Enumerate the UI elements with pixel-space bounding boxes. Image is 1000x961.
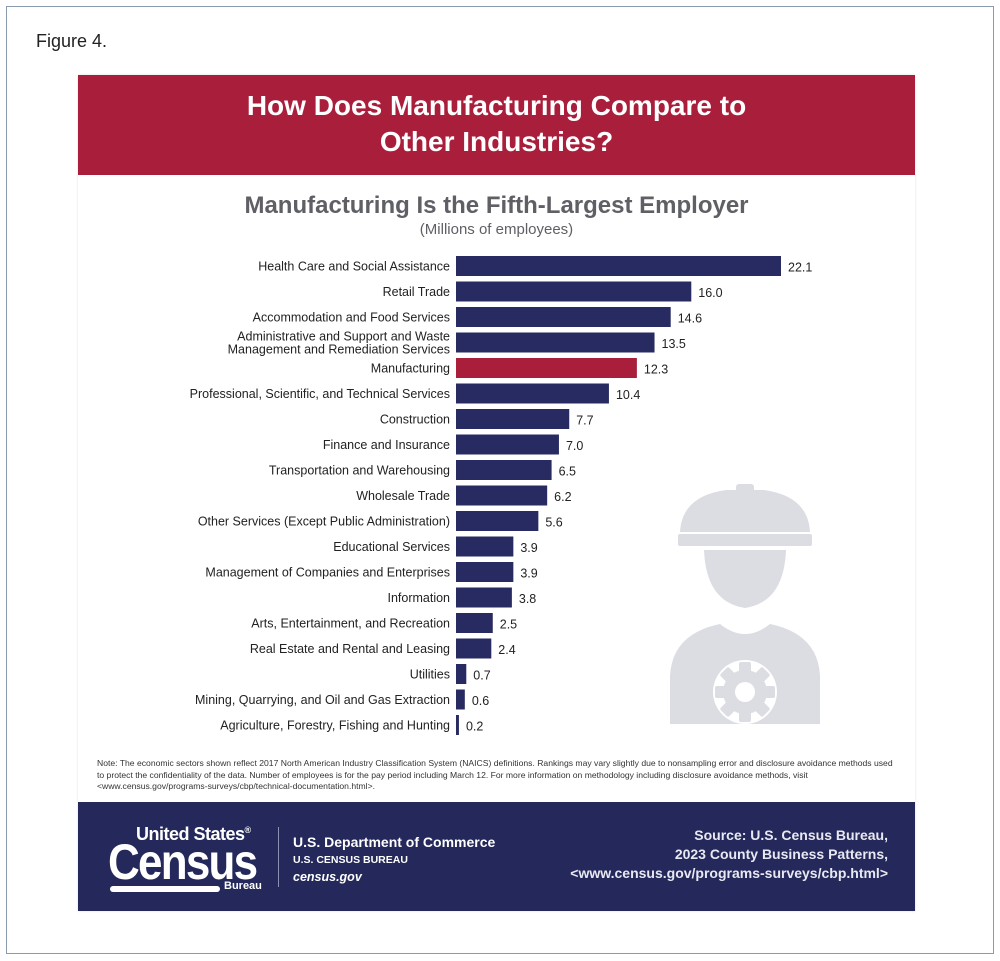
category-label: Professional, Scientific, and Technical … [190, 387, 450, 401]
category-label: Health Care and Social Assistance [258, 260, 450, 274]
bar [456, 536, 514, 557]
logo-census: Census [108, 834, 258, 890]
value-label: 6.5 [559, 465, 576, 479]
value-label: 0.2 [466, 720, 483, 734]
category-label: Educational Services [333, 540, 450, 554]
value-label: 22.1 [788, 261, 812, 275]
gear-icon [713, 660, 777, 724]
value-label: 3.8 [519, 592, 536, 606]
census-logo: United States® Census Bureau [108, 824, 263, 894]
banner-title: How Does Manufacturing Compare to Other … [246, 90, 747, 157]
bar [456, 358, 637, 378]
methodology-note: Note: The economic sectors shown reflect… [97, 758, 893, 791]
category-label: Utilities [410, 668, 450, 682]
bar [456, 434, 559, 455]
bar-chart: Health Care and Social Assistance 22.1 Ret… [190, 256, 812, 735]
category-label: Management of Companies and Enterprises [205, 566, 450, 580]
category-label: Manufacturing [371, 362, 450, 376]
bar [456, 485, 548, 506]
source-citation: Source: U.S. Census Bureau, 2023 County … [570, 826, 888, 883]
category-label: Construction [380, 413, 450, 427]
bar [456, 664, 467, 684]
logo-bureau: Bureau [224, 880, 262, 892]
logo-united-states: United States® [136, 824, 251, 844]
bar [456, 256, 781, 276]
category-label: Retail Trade [383, 285, 450, 299]
bar [456, 638, 492, 659]
category-label: Transportation and Warehousing [269, 464, 450, 478]
figure-label: Figure 4. [36, 31, 108, 51]
source-line: <www.census.gov/programs-surveys/cbp.htm… [570, 865, 888, 881]
value-label: 6.2 [554, 490, 571, 504]
category-label: Real Estate and Rental and Leasing [250, 642, 450, 656]
bar [456, 332, 655, 353]
bar [456, 307, 671, 327]
chart-units: (Millions of employees) [419, 221, 574, 238]
value-label: 5.6 [545, 516, 562, 530]
bar [456, 281, 692, 302]
value-label: 3.9 [520, 541, 537, 555]
bar [456, 587, 512, 608]
bar [456, 383, 609, 404]
bar [456, 613, 493, 633]
infographic-card: How Does Manufacturing Compare to Other … [78, 75, 915, 911]
website-link[interactable]: census.gov [293, 870, 362, 884]
value-label: 13.5 [662, 337, 686, 351]
category-label: Mining, Quarrying, and Oil and Gas Extra… [195, 693, 450, 707]
bar [456, 409, 570, 429]
figure-frame [6, 6, 994, 954]
value-label: 14.6 [678, 312, 702, 326]
category-label: Administrative and Support and Waste Mana… [228, 330, 450, 357]
category-label: Other Services (Except Public Administra… [198, 515, 450, 529]
source-line: Source: U.S. Census Bureau, [694, 827, 888, 843]
value-label: 10.4 [616, 388, 640, 402]
value-label: 7.7 [576, 414, 593, 428]
category-label: Wholesale Trade [356, 489, 450, 503]
source-line: 2023 County Business Patterns, [674, 846, 888, 862]
bar [456, 715, 459, 735]
bureau-name: U.S. CENSUS BUREAU [293, 854, 408, 866]
value-label: 0.7 [473, 669, 490, 683]
category-label: Arts, Entertainment, and Recreation [251, 617, 450, 631]
value-label: 2.5 [500, 618, 517, 632]
bar [456, 562, 514, 582]
construction-worker-icon [670, 484, 820, 724]
value-label: 7.0 [566, 439, 583, 453]
category-label: Accommodation and Food Services [253, 311, 450, 325]
category-label: Agriculture, Forestry, Fishing and Hunti… [220, 719, 450, 733]
footer-divider [278, 827, 279, 887]
logo-swoosh [110, 886, 220, 892]
value-label: 16.0 [698, 286, 722, 300]
bar [456, 460, 552, 480]
bar [456, 511, 539, 531]
title-banner: How Does Manufacturing Compare to Other … [78, 75, 915, 175]
category-label: Information [387, 591, 450, 605]
value-label: 12.3 [644, 363, 668, 377]
value-label: 0.6 [472, 694, 489, 708]
value-label: 2.4 [498, 643, 515, 657]
category-label: Finance and Insurance [323, 438, 450, 452]
footer: United States® Census Bureau U.S. Depart… [78, 802, 915, 911]
value-label: 3.9 [520, 567, 537, 581]
department-name: U.S. Department of Commerce [293, 834, 496, 850]
bar [456, 689, 465, 710]
chart-title: Manufacturing Is the Fifth-Largest Emplo… [244, 192, 749, 219]
